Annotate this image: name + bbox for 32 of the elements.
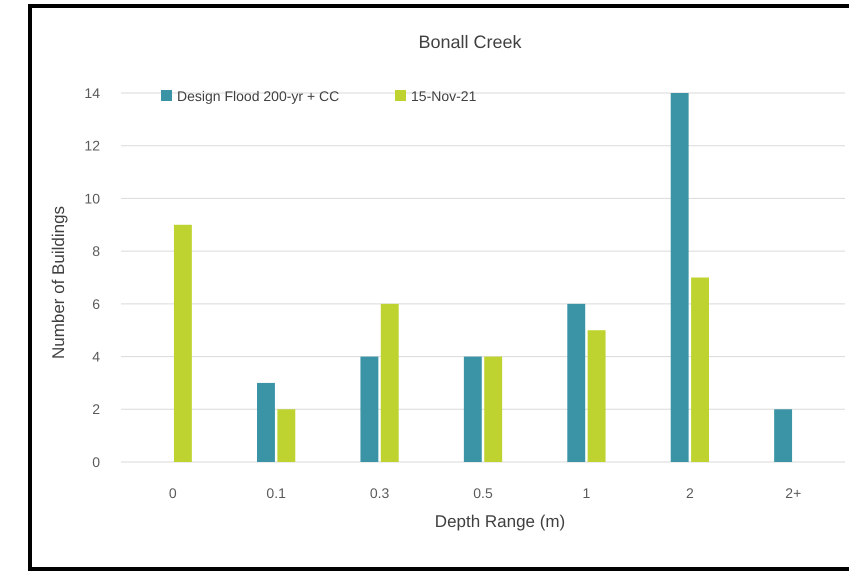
bar [484, 356, 502, 462]
bar [464, 356, 482, 462]
x-tick-label: 1 [582, 485, 591, 501]
legend-label: Design Flood 200-yr + CC [177, 88, 340, 104]
y-tick-label: 8 [92, 243, 100, 260]
bar [277, 409, 296, 462]
bar [567, 304, 586, 462]
bar [670, 93, 689, 462]
bar [588, 330, 606, 462]
bar [360, 356, 378, 462]
y-tick-label: 14 [84, 84, 100, 101]
y-tick-label: 0 [92, 454, 100, 470]
x-tick-label: 0.1 [266, 485, 286, 501]
legend-label: 15-Nov-21 [411, 88, 477, 104]
x-tick-label: 0.5 [473, 485, 493, 501]
x-tick-label: 2 [686, 485, 694, 501]
x-tick-label: 0 [168, 485, 177, 501]
y-tick-label: 4 [92, 348, 100, 364]
bar [774, 409, 792, 462]
y-tick-label: 2 [92, 401, 100, 418]
y-tick-label: 6 [92, 296, 100, 312]
x-tick-label: 0.3 [370, 485, 390, 501]
y-axis-title: Number of Buildings [49, 206, 68, 360]
x-axis-title: Depth Range (m) [434, 512, 566, 531]
y-tick-label: 10 [84, 190, 100, 206]
bar [380, 304, 399, 462]
y-tick-label: 12 [84, 138, 100, 154]
bar [174, 224, 192, 462]
x-tick-label: 2+ [785, 485, 802, 501]
chart-title: Bonall Creek [418, 32, 523, 52]
bar [691, 278, 709, 462]
bar [257, 382, 275, 462]
